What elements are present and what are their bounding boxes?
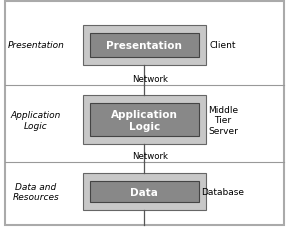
Text: Network: Network [132,152,168,160]
Text: Database: Database [201,187,244,196]
Text: Network: Network [132,74,168,83]
Bar [83,173,206,211]
Text: Application
Logic: Application Logic [111,110,178,131]
Bar [83,26,206,65]
Text: Presentation: Presentation [7,41,64,50]
Text: Presentation: Presentation [106,40,182,50]
Text: Middle
Tier
Server: Middle Tier Server [208,106,238,135]
Text: Application
Logic: Application Logic [11,111,61,130]
Text: Data: Data [130,187,158,197]
Bar [90,33,199,57]
Text: Data and
Resources: Data and Resources [13,182,59,202]
Bar [83,96,206,145]
Text: Client: Client [210,41,236,50]
Bar [90,104,199,137]
Bar [90,181,199,203]
